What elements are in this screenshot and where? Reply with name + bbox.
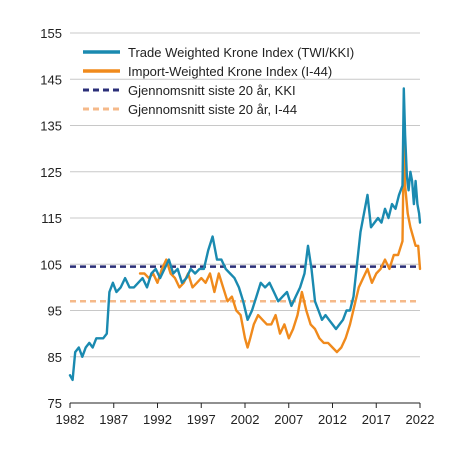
y-tick-label-115: 115 — [41, 211, 62, 226]
x-tick-label-2012: 2012 — [318, 412, 347, 427]
series-line-1 — [138, 142, 422, 354]
x-tick-label-2017: 2017 — [362, 412, 391, 427]
y-tick-label-85: 85 — [48, 350, 62, 365]
y-tick-label-95: 95 — [48, 304, 62, 319]
x-tick-label-1992: 1992 — [143, 412, 172, 427]
series-line-0 — [68, 87, 422, 382]
legend-label-3: Gjennomsnitt siste 20 år, I-44 — [128, 102, 297, 117]
y-tick-label-105: 105 — [40, 257, 62, 272]
y-tick-label-135: 135 — [40, 119, 62, 134]
grid-lines — [70, 32, 420, 358]
x-tick-label-2022: 2022 — [406, 412, 435, 427]
y-tick-label-125: 125 — [40, 165, 62, 180]
x-tick-label-1997: 1997 — [187, 412, 216, 427]
series-lines — [68, 87, 422, 382]
x-tick-label-1987: 1987 — [99, 412, 128, 427]
x-tick-label-1982: 1982 — [56, 412, 85, 427]
legend-label-2: Gjennomsnitt siste 20 år, KKI — [128, 83, 296, 98]
x-tick-label-2002: 2002 — [231, 412, 260, 427]
legend-label-1: Import-Weighted Krone Index (I-44) — [128, 64, 332, 79]
axes: 75 85 95 105 115 125 135 145 155 1982 1987 1992 1997… — [40, 26, 434, 427]
x-tick-label-2007: 2007 — [274, 412, 303, 427]
y-tick-label-155: 155 — [40, 26, 62, 41]
y-tick-label-145: 145 — [40, 72, 62, 87]
legend: Trade Weighted Krone Index (TWI/KKI) Impo… — [83, 45, 354, 117]
y-tick-label-75: 75 — [48, 396, 62, 411]
legend-label-0: Trade Weighted Krone Index (TWI/KKI) — [128, 45, 354, 60]
